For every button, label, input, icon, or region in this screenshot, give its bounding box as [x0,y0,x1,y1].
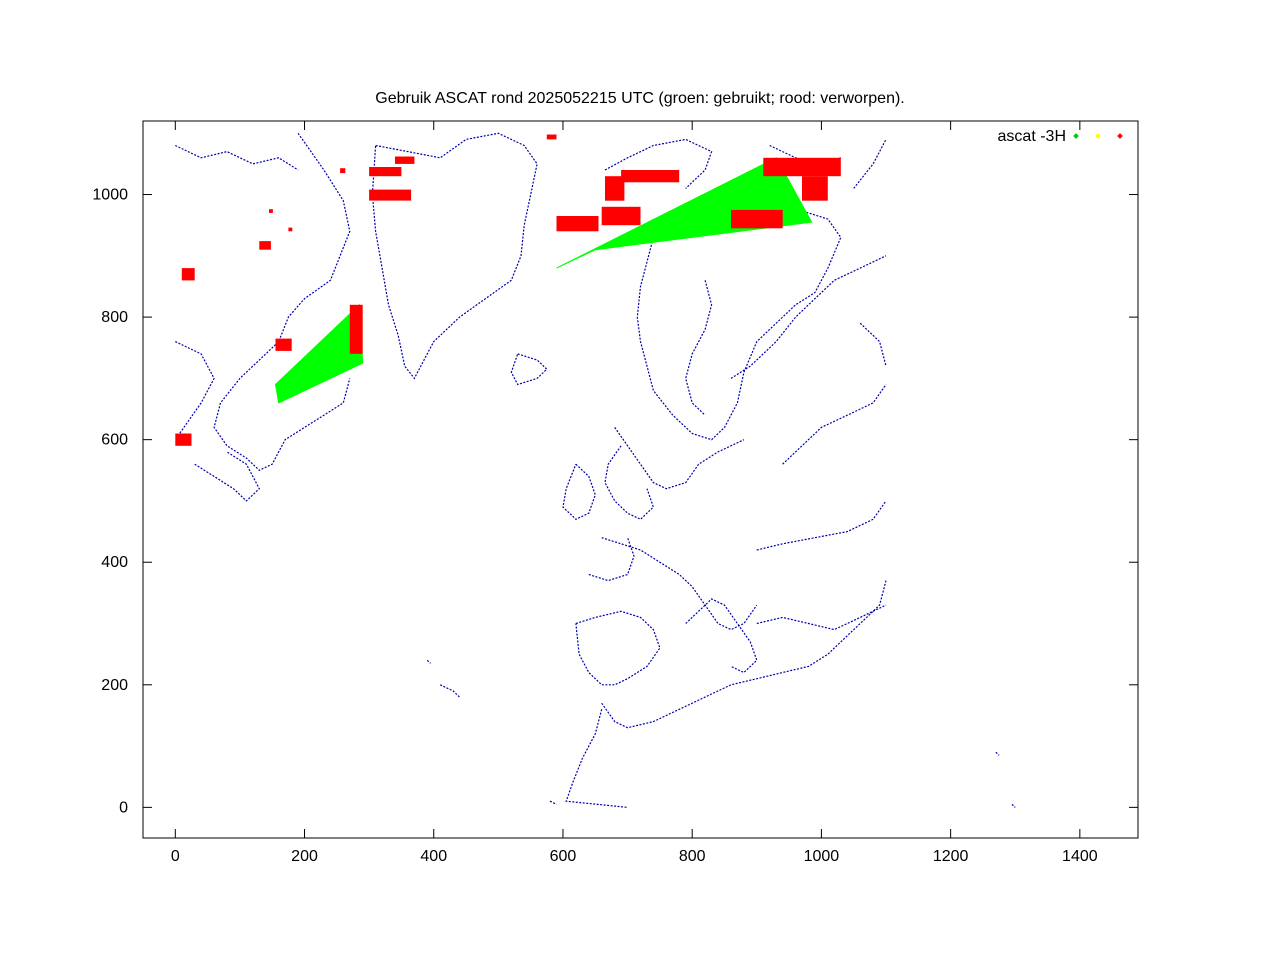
rejected-cluster-18 [546,134,557,140]
rejected-cluster-5 [269,209,273,213]
chart-title: Gebruik ASCAT rond 2025052215 UTC (groen… [375,90,904,107]
coastline-1 [175,144,299,171]
coastline-20 [756,500,887,551]
coastline-27 [995,751,1000,756]
coastline-12 [562,463,596,521]
rejected-observations [175,134,841,446]
coastline-2 [174,341,215,441]
rejected-cluster-10 [349,304,363,354]
coastline-21 [782,384,887,465]
coastline-8 [730,255,887,379]
rejected-cluster-4 [259,241,271,250]
rejected-cluster-11 [556,216,599,232]
legend-title: ascat -3H [998,128,1066,145]
x-tick-label-0: 0 [171,848,180,865]
y-tick-label-1000: 1000 [92,187,128,204]
y-tick-label-600: 600 [101,432,128,449]
coastline-22 [859,322,887,367]
rejected-cluster-3 [340,168,346,174]
coastline-16 [601,580,887,729]
coastline-23 [853,139,887,189]
y-tick-label-0: 0 [119,799,128,816]
coastline-18 [685,598,758,674]
coastline-7 [636,206,842,441]
coastlines [174,132,1016,808]
rejected-cluster-13 [621,170,680,183]
coastline-3 [194,451,261,502]
rejected-cluster-15 [731,209,783,229]
legend-marker-1 [1095,133,1101,139]
coastline-4 [371,132,538,380]
y-tick-label-400: 400 [101,554,128,571]
rejected-cluster-9 [275,338,292,351]
rejected-cluster-0 [369,167,402,177]
x-tick-label-600: 600 [550,848,577,865]
legend-marker-0 [1073,133,1079,139]
x-tick-label-1400: 1400 [1062,848,1098,865]
coastline-17 [565,709,628,808]
x-tick-label-400: 400 [420,848,447,865]
coastline-10 [614,427,745,490]
coastline-14 [588,537,635,582]
rejected-cluster-6 [288,227,293,232]
coastline-15 [575,610,661,686]
coastline-5 [510,353,548,386]
x-tick-label-800: 800 [679,848,706,865]
used-swath-0 [274,303,364,404]
x-tick-label-1200: 1200 [933,848,969,865]
rejected-cluster-14 [601,206,641,226]
rejected-cluster-2 [369,189,412,201]
legend-marker-2 [1117,133,1123,139]
coastline-0 [213,132,351,472]
coastline-25 [439,684,461,698]
coastline-6 [604,138,713,189]
coastline-26 [549,800,557,805]
rejected-cluster-8 [175,433,192,446]
x-tick-label-200: 200 [291,848,318,865]
y-tick-label-200: 200 [101,677,128,694]
rejected-cluster-17 [802,176,828,201]
rejected-cluster-1 [395,156,415,164]
coastline-19 [756,604,887,631]
coastline-13 [601,537,758,631]
coastline-24 [769,144,841,165]
rejected-cluster-12 [605,176,625,201]
x-tick-label-1000: 1000 [804,848,840,865]
plot-frame [142,120,1139,839]
y-tick-label-800: 800 [101,309,128,326]
coastline-29 [426,659,431,664]
rejected-cluster-16 [763,157,841,177]
used-observations [274,157,813,404]
rejected-cluster-7 [181,268,195,281]
coastline-11 [604,445,655,521]
coastline-28 [1011,803,1016,808]
coastline-9 [685,280,713,416]
used-swath-1 [556,157,813,269]
legend: ascat -3H [998,128,1123,145]
